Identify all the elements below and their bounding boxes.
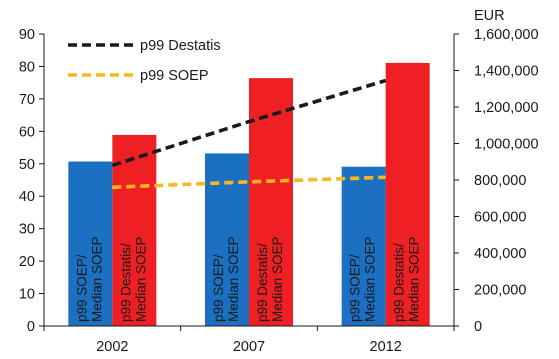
right-tick-label: 600,000 xyxy=(474,210,526,226)
right-tick-label: 1,400,000 xyxy=(474,64,539,80)
legend-label-1: p99 SOEP xyxy=(140,68,209,84)
right-axis-unit-label: EUR xyxy=(474,8,505,24)
left-tick-label: 40 xyxy=(19,189,35,205)
bar-label-line: Median SOEP xyxy=(226,236,241,322)
right-tick-label: 800,000 xyxy=(474,173,526,189)
bar-label-1-2012: p99 Destatis/Median SOEP xyxy=(392,236,422,322)
line-series-0 xyxy=(111,78,387,168)
bar-label-line: Median SOEP xyxy=(407,236,422,322)
right-tick-label: 1,600,000 xyxy=(474,27,539,43)
bar-label-line: Median SOEP xyxy=(89,236,104,322)
left-tick-label: 10 xyxy=(19,287,35,303)
bar-1-2007 xyxy=(249,78,293,326)
bar-label-line: Median SOEP xyxy=(133,236,148,322)
right-tick-label: 200,000 xyxy=(474,283,526,299)
bar-label-0-2012: p99 SOEP/Median SOEP xyxy=(348,236,378,322)
legend-label-0: p99 Destatis xyxy=(140,38,221,54)
bar-label-0-2007: p99 SOEP/Median SOEP xyxy=(211,236,241,322)
bar-label-line: p99 SOEP/ xyxy=(74,254,89,322)
bar-label-line: p99 SOEP/ xyxy=(348,254,363,322)
right-tick-label: 0 xyxy=(474,319,482,335)
bar-label-line: p99 SOEP/ xyxy=(211,254,226,322)
bar-label-0-2002: p99 SOEP/Median SOEP xyxy=(74,236,104,322)
right-tick-label: 1,200,000 xyxy=(474,100,539,116)
category-label: 2012 xyxy=(370,339,402,355)
bar-label-line: Median SOEP xyxy=(270,236,285,322)
bar-label-1-2007: p99 Destatis/Median SOEP xyxy=(255,236,285,322)
left-tick-label: 0 xyxy=(27,319,35,335)
left-tick-label: 80 xyxy=(19,59,35,75)
left-tick-label: 60 xyxy=(19,124,35,140)
left-tick-label: 20 xyxy=(19,254,35,270)
bar-label-line: Median SOEP xyxy=(363,236,378,322)
right-tick-label: 400,000 xyxy=(474,246,526,262)
left-tick-label: 70 xyxy=(19,92,35,108)
category-label: 2002 xyxy=(96,339,128,355)
bar-0-2002 xyxy=(68,161,113,326)
bar-1-2002 xyxy=(112,134,157,326)
bar-label-1-2002: p99 Destatis/Median SOEP xyxy=(118,236,148,322)
left-tick-label: 90 xyxy=(19,27,35,43)
line-series-1 xyxy=(112,175,386,190)
bar-1-2012 xyxy=(385,62,430,327)
bar-0-2012 xyxy=(341,166,386,326)
bar-label-line: p99 Destatis/ xyxy=(392,243,407,322)
plot-area: p99 SOEP/Median SOEP p99 Destatis/Median … xyxy=(19,27,539,355)
left-tick-label: 50 xyxy=(19,157,35,173)
left-tick-label: 30 xyxy=(19,222,35,238)
right-tick-label: 1,000,000 xyxy=(474,137,539,153)
category-label: 2007 xyxy=(233,339,265,355)
bar-label-line: p99 Destatis/ xyxy=(255,243,270,322)
bar-label-line: p99 Destatis/ xyxy=(118,243,133,322)
